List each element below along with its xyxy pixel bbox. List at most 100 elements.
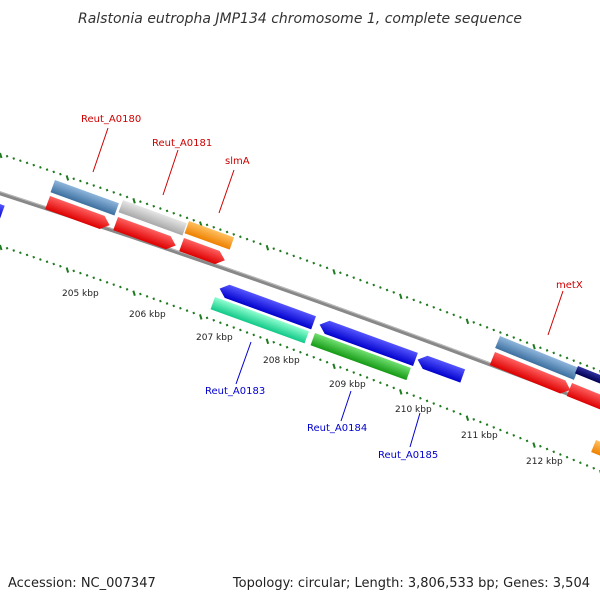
gene-metx[interactable]	[495, 336, 579, 380]
minor-tick	[259, 335, 262, 339]
minor-tick	[525, 439, 529, 443]
gene-orange-right-partial[interactable]	[591, 440, 600, 460]
minor-tick	[339, 365, 342, 369]
minor-tick	[485, 326, 489, 329]
minor-tick	[365, 281, 369, 284]
minor-tick	[312, 355, 316, 359]
minor-tick	[139, 292, 142, 296]
label-reut-a0183[interactable]: Reut_A0183	[205, 386, 265, 397]
gene-red-right-partial[interactable]	[566, 383, 600, 411]
minor-tick	[85, 181, 89, 185]
gene-metx-navy[interactable]	[575, 366, 600, 385]
minor-tick	[252, 240, 256, 243]
kbp-labels: 205 kbp 206 kbp 207 kbp 208 kbp 209 kbp …	[62, 289, 563, 467]
gene-reut-a0180[interactable]	[50, 180, 119, 216]
minor-tick	[225, 323, 229, 327]
gene-reut-a0180-left-partial[interactable]	[0, 195, 5, 219]
minor-tick	[219, 228, 222, 231]
minor-tick	[345, 368, 349, 372]
minor-tick	[425, 399, 429, 403]
minor-tick	[145, 202, 149, 206]
minor-tick	[225, 230, 229, 234]
minor-tick	[499, 331, 502, 334]
minor-tick	[139, 200, 142, 203]
minor-tick	[425, 303, 429, 307]
minor-tick	[325, 360, 329, 364]
minor-tick	[519, 436, 522, 440]
minor-tick	[592, 367, 596, 370]
minor-tick	[419, 300, 422, 304]
minor-tick	[572, 359, 576, 363]
kbp-label: 206 kbp	[129, 310, 166, 320]
kbp-label: 209 kbp	[329, 380, 366, 390]
minor-tick	[39, 166, 42, 169]
gene-reut-a0185[interactable]	[415, 353, 466, 383]
minor-tick	[212, 318, 216, 322]
gene-slma-red[interactable]	[179, 238, 227, 267]
gene-metx-red[interactable]	[489, 352, 573, 396]
minor-tick	[279, 343, 282, 347]
minor-tick	[25, 161, 29, 165]
minor-tick	[405, 391, 409, 395]
minor-tick	[432, 402, 436, 405]
major-tick	[332, 269, 336, 275]
minor-tick	[45, 260, 49, 264]
minor-tick	[539, 346, 542, 350]
minor-tick	[512, 434, 516, 437]
minor-tick	[512, 336, 516, 339]
major-tick	[132, 290, 136, 296]
major-tick	[65, 267, 70, 273]
minor-tick	[319, 358, 322, 362]
minor-tick	[285, 252, 289, 255]
label-reut-a0180[interactable]: Reut_A0180	[81, 114, 141, 125]
minor-tick	[379, 286, 382, 289]
minor-tick	[305, 353, 309, 357]
minor-tick	[359, 278, 362, 282]
minor-tick	[212, 225, 216, 229]
gene-reut-a0181[interactable]	[118, 200, 187, 236]
major-tick	[532, 442, 536, 448]
minor-tick	[479, 420, 482, 424]
minor-tick	[472, 417, 476, 421]
minor-tick	[232, 326, 236, 329]
minor-tick	[245, 331, 249, 334]
minor-tick	[205, 223, 209, 227]
minor-tick	[39, 258, 42, 261]
outer-tick-track	[0, 152, 600, 374]
gene-reut-a0181-red[interactable]	[113, 217, 178, 252]
kbp-label: 211 kbp	[461, 431, 498, 441]
label-metx[interactable]: metX	[556, 280, 583, 291]
minor-tick	[5, 246, 9, 250]
label-slma[interactable]: slmA	[225, 156, 250, 167]
minor-tick	[352, 371, 356, 374]
minor-tick	[485, 423, 489, 427]
minor-tick	[412, 298, 416, 302]
minor-tick	[545, 348, 549, 352]
gene-reut-a0184-blue[interactable]	[317, 318, 418, 367]
minor-tick	[152, 297, 156, 301]
gene-reut-a0183-blue[interactable]	[217, 282, 316, 330]
minor-tick	[245, 237, 249, 241]
reverse-gene-features	[210, 282, 466, 383]
gene-reut-a0180-red[interactable]	[45, 196, 112, 232]
minor-tick	[45, 168, 49, 172]
major-tick	[199, 314, 203, 320]
minor-tick	[119, 193, 122, 197]
minor-tick	[365, 376, 369, 379]
gene-reut-a0184[interactable]	[310, 333, 411, 381]
minor-tick	[112, 191, 116, 194]
minor-tick	[205, 316, 209, 320]
label-reut-a0185[interactable]: Reut_A0185	[378, 450, 438, 461]
minor-tick	[125, 195, 129, 199]
genome-summary-text: Topology: circular; Length: 3,806,533 bp…	[232, 576, 590, 591]
minor-tick	[352, 276, 356, 280]
minor-tick	[179, 214, 182, 217]
label-reut-a0184[interactable]: Reut_A0184	[307, 423, 367, 434]
minor-tick	[32, 163, 36, 167]
gene-slma[interactable]	[184, 221, 235, 250]
gene-reut-a0183[interactable]	[210, 297, 309, 344]
label-reut-a0181[interactable]: Reut_A0181	[152, 138, 212, 149]
minor-tick	[165, 302, 169, 305]
minor-tick	[439, 404, 442, 408]
minor-tick	[552, 450, 556, 454]
